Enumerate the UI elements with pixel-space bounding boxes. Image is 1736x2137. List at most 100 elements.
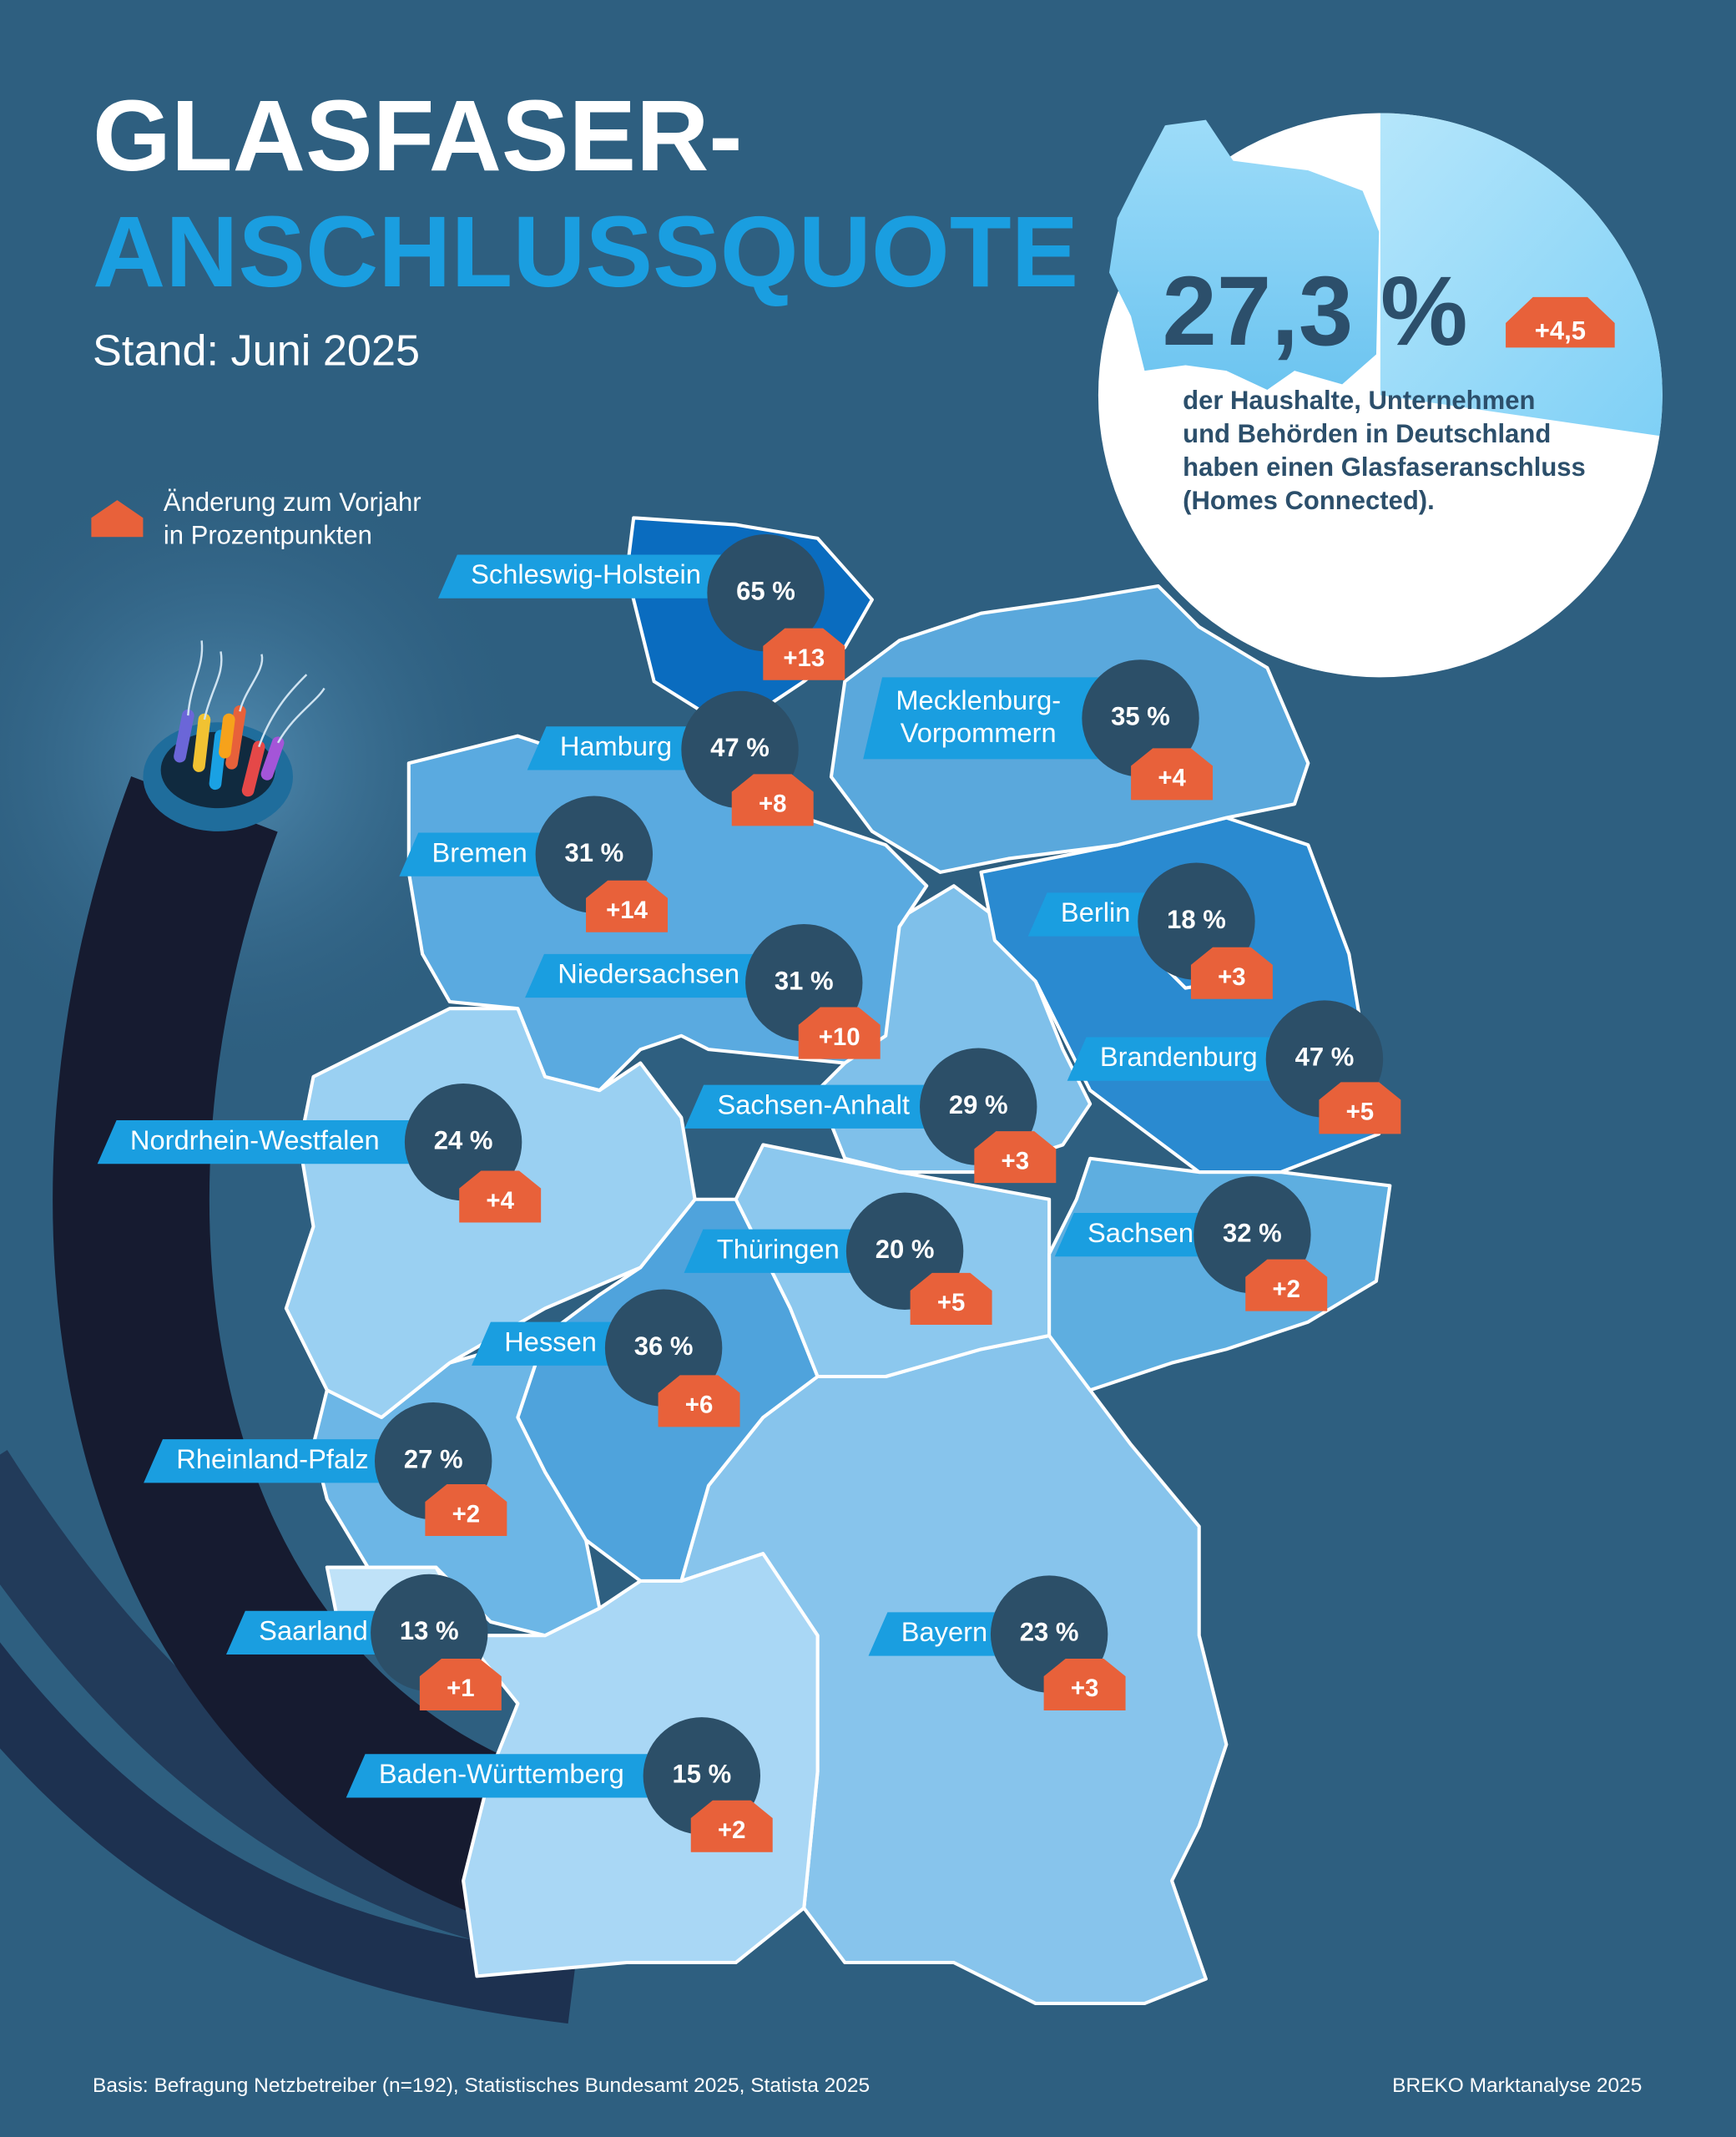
state-share: 27 % <box>404 1444 463 1473</box>
footer-source: Basis: Befragung Netzbetreiber (n=192), … <box>93 2074 870 2097</box>
share-circle <box>707 534 825 652</box>
state-name: Bremen <box>432 836 527 867</box>
state-name: Rheinland-Pfalz <box>176 1443 368 1474</box>
title-line: GLASFASER- <box>93 79 743 192</box>
state-change: +2 <box>452 1500 481 1528</box>
state-change: +10 <box>819 1023 860 1051</box>
state-change: +1 <box>447 1675 475 1702</box>
state-banner <box>863 677 1141 760</box>
state-name: Baden-Württemberg <box>379 1758 624 1789</box>
state-name: Niedersachsen <box>558 958 739 989</box>
national-description: (Homes Connected). <box>1183 486 1435 515</box>
state-name: Bayern <box>901 1616 987 1647</box>
state-name: Berlin <box>1061 897 1130 927</box>
change-badge <box>459 1170 542 1223</box>
change-badge <box>798 1007 881 1059</box>
state-name: Schleswig-Holstein <box>471 558 701 589</box>
fibers <box>174 705 285 797</box>
strand <box>276 687 326 744</box>
change-badge <box>1131 748 1214 801</box>
fiber <box>219 713 235 759</box>
national-description: haben einen Glasfaseranschluss <box>1183 452 1586 482</box>
change-badge <box>690 1800 773 1852</box>
state-share: 31 % <box>564 838 623 867</box>
state-share: 29 % <box>949 1090 1008 1119</box>
national-change: +4,5 <box>1535 316 1586 346</box>
fiber <box>241 740 265 797</box>
germany-silhouette <box>1108 119 1380 390</box>
change-badge <box>419 1658 502 1710</box>
change-badge <box>763 628 845 680</box>
state-banner <box>346 1754 702 1798</box>
change-badge <box>1245 1259 1328 1311</box>
state-change: +3 <box>1071 1675 1099 1702</box>
state-share: 18 % <box>1167 905 1226 934</box>
state-labels: Schleswig-Holstein 65 % +13 Hamburg 47 % +8 Me… <box>97 534 1401 1852</box>
subtitle: Stand: Juni 2025 <box>93 327 420 376</box>
state-share: 36 % <box>634 1331 694 1361</box>
state-banner <box>437 554 766 599</box>
state-change: +2 <box>1272 1276 1300 1303</box>
state-name: Hessen <box>504 1326 597 1356</box>
state-name: Mecklenburg-Vorpommern <box>896 684 1061 747</box>
state-change: +8 <box>759 791 787 818</box>
state-change: +4 <box>486 1187 514 1215</box>
change-badge <box>586 880 668 932</box>
legend-badge <box>91 500 144 538</box>
state-name: Hamburg <box>560 730 672 761</box>
state-name: Saarland <box>259 1615 368 1646</box>
state-share: 31 % <box>775 966 834 995</box>
state-share: 23 % <box>1020 1618 1079 1647</box>
share-circle <box>1082 659 1199 777</box>
state-name: Thüringen <box>717 1233 840 1264</box>
state-name: Sachsen <box>1088 1217 1194 1248</box>
state-share: 32 % <box>1223 1218 1282 1247</box>
change-badge <box>1043 1658 1126 1710</box>
state-name: Brandenburg <box>1100 1041 1258 1072</box>
national-description: und Behörden in Deutschland <box>1183 419 1551 448</box>
state-change: +3 <box>1218 963 1246 991</box>
state-share: 65 % <box>736 576 795 605</box>
state-banner <box>97 1120 464 1164</box>
national-share: 27,3 % <box>1163 256 1468 366</box>
strand <box>203 651 223 720</box>
state-banner <box>525 953 805 998</box>
state-share: 15 % <box>672 1760 731 1789</box>
state-name: Sachsen-Anhalt <box>717 1089 909 1119</box>
change-badge <box>731 774 814 826</box>
share-wedge <box>1380 113 1663 437</box>
state-share: 24 % <box>434 1125 493 1154</box>
national-description: der Haushalte, Unternehmen <box>1183 386 1535 415</box>
fiber-strands <box>187 640 326 748</box>
state-share: 47 % <box>710 733 770 762</box>
state-share: 13 % <box>400 1616 459 1645</box>
national-panel: 27,3 % +4,5 der Haushalte, Unternehmen un… <box>1098 113 1663 678</box>
change-badge <box>425 1483 507 1536</box>
state-change: +14 <box>606 897 648 924</box>
cable <box>53 776 546 1921</box>
state-change: +3 <box>1002 1147 1029 1175</box>
state-change: +13 <box>783 644 825 672</box>
strand <box>239 654 264 712</box>
fiber <box>260 736 285 781</box>
state-change: +6 <box>685 1392 714 1419</box>
state-name: Nordrhein-Westfalen <box>130 1124 380 1155</box>
state-share: 20 % <box>876 1235 935 1264</box>
change-badge <box>974 1131 1057 1184</box>
fiber <box>193 713 211 772</box>
change-badge <box>1319 1082 1401 1134</box>
state-change: +5 <box>937 1289 966 1316</box>
state-share: 47 % <box>1295 1043 1355 1072</box>
footer-credit: BREKO Marktanalyse 2025 <box>1392 2074 1642 2097</box>
change-badge <box>910 1272 992 1325</box>
state-banner <box>144 1439 434 1483</box>
change-badge <box>1506 296 1615 348</box>
state-change: +2 <box>718 1816 745 1844</box>
state-change: +5 <box>1346 1099 1375 1126</box>
state-change: +4 <box>1158 765 1186 792</box>
legend-text: in Prozentpunkten <box>164 520 372 549</box>
state-banner <box>1067 1037 1325 1081</box>
change-badge <box>658 1375 740 1427</box>
